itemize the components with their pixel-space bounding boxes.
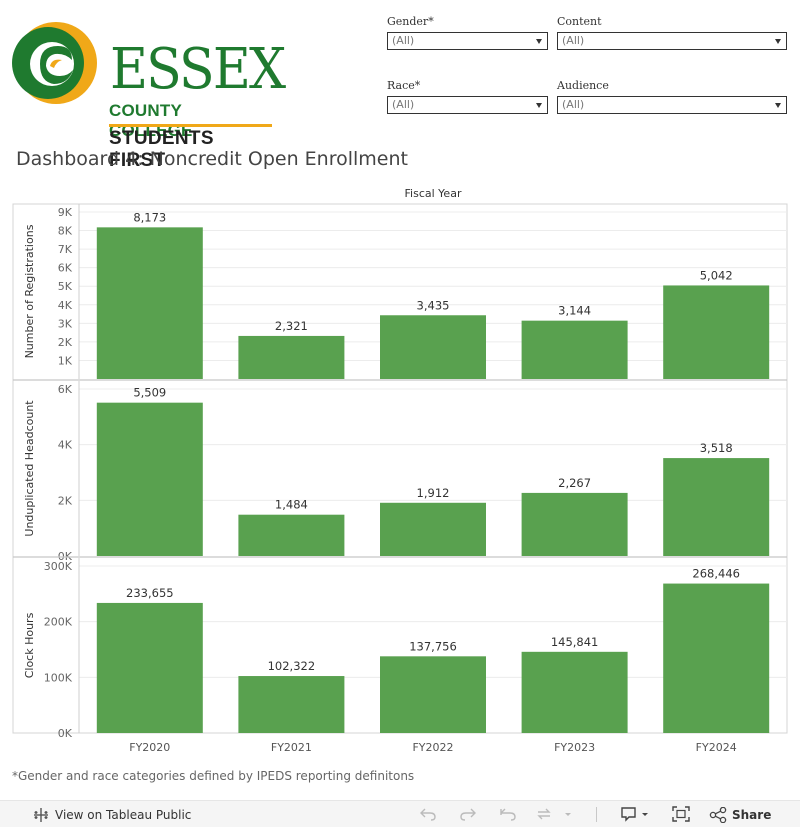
bar: [96, 402, 203, 556]
x-tick-label: FY2024: [696, 741, 737, 754]
filter-content-label: Content: [557, 15, 602, 28]
chart-title: Fiscal Year: [405, 187, 462, 200]
bar-value-label: 3,518: [700, 441, 733, 455]
y-axis-label: Number of Registrations: [23, 224, 36, 358]
y-tick-label: 4K: [58, 299, 73, 312]
filter-content-select[interactable]: (All): [557, 32, 787, 50]
logo-line1: ESSEX: [110, 37, 286, 102]
undo-icon[interactable]: [419, 806, 437, 822]
chevron-down-icon: [536, 103, 542, 108]
essex-logo: ESSEX COUNTY COLLEGE STUDENTS FIRST: [10, 20, 286, 171]
y-tick-label: 4K: [58, 439, 73, 452]
y-tick-label: 200K: [44, 616, 73, 629]
view-on-tableau-label: View on Tableau Public: [55, 808, 192, 822]
y-tick-label: 5K: [58, 280, 73, 293]
filter-gender: Gender* (All): [387, 14, 548, 50]
bar: [663, 458, 770, 556]
share-button[interactable]: Share: [709, 807, 771, 823]
bar: [663, 583, 770, 733]
bar-value-label: 5,042: [700, 268, 733, 282]
filter-race-label: Race*: [387, 79, 421, 92]
bar: [521, 651, 628, 733]
y-tick-label: 6K: [58, 262, 73, 275]
bar: [96, 602, 203, 733]
bar-value-label: 1,912: [417, 486, 450, 500]
y-tick-label: 8K: [58, 225, 73, 238]
filter-audience: Audience (All): [557, 78, 787, 114]
essex-e-logo-icon: [12, 22, 97, 104]
filter-audience-label: Audience: [557, 79, 609, 92]
fullscreen-icon[interactable]: [672, 806, 690, 822]
dashboard-title: Dashboard 4: Noncredit Open Enrollment: [16, 148, 408, 170]
bar-value-label: 2,321: [275, 319, 308, 333]
toolbar-separator: [596, 807, 597, 822]
revert-icon[interactable]: [499, 806, 517, 822]
y-tick-label: 6K: [58, 383, 73, 396]
share-icon: [709, 807, 727, 823]
bar: [380, 315, 486, 379]
filter-audience-value: (All): [562, 98, 585, 111]
bar-value-label: 5,509: [133, 386, 166, 400]
bar: [380, 502, 486, 556]
bar: [96, 227, 203, 379]
bar-value-label: 3,435: [417, 298, 450, 312]
chevron-down-icon: [775, 39, 781, 44]
chevron-down-icon: [775, 103, 781, 108]
refresh-icon[interactable]: [535, 806, 553, 822]
y-axis-label: Unduplicated Headcount: [23, 400, 36, 537]
filter-gender-value: (All): [392, 34, 415, 47]
bar: [521, 320, 628, 379]
enrollment-chart: Fiscal Year 1K 2K 3K 4K 5K 6K 7K 8K 9K 8,173 2,321 3…: [12, 187, 788, 754]
bar: [238, 514, 345, 556]
logo-rule: [109, 124, 272, 127]
bar-value-label: 233,655: [126, 586, 174, 600]
bar: [238, 335, 345, 379]
y-tick-label: 0K: [58, 727, 73, 740]
bar-value-label: 1,484: [275, 498, 308, 512]
y-tick-label: 7K: [58, 243, 73, 256]
y-tick-label: 2K: [58, 494, 73, 507]
filter-race: Race* (All): [387, 78, 548, 114]
bar-value-label: 268,446: [692, 567, 740, 581]
y-axis-label: Clock Hours: [23, 612, 36, 678]
footnote: *Gender and race categories defined by I…: [12, 769, 415, 783]
filter-race-value: (All): [392, 98, 415, 111]
filter-gender-label: Gender*: [387, 15, 434, 28]
bar: [521, 492, 628, 556]
filter-race-select[interactable]: (All): [387, 96, 548, 114]
bar: [380, 656, 486, 733]
bar-value-label: 8,173: [133, 210, 166, 224]
logo-line3: STUDENTS FIRST: [109, 128, 214, 171]
bar: [663, 285, 770, 379]
refresh-dropdown-icon[interactable]: [563, 806, 573, 822]
x-tick-label: FY2022: [412, 741, 453, 754]
tableau-toolbar: View on Tableau Public Share: [0, 800, 800, 827]
y-tick-label: 9K: [58, 206, 73, 219]
y-tick-label: 300K: [44, 560, 73, 573]
chevron-down-icon: [536, 39, 542, 44]
y-tick-label: 2K: [58, 336, 73, 349]
y-tick-label: 3K: [58, 317, 73, 330]
comment-icon[interactable]: [620, 806, 652, 822]
bar-value-label: 137,756: [409, 639, 457, 653]
tableau-logo-icon: [34, 808, 48, 822]
filter-gender-select[interactable]: (All): [387, 32, 548, 50]
x-tick-label: FY2023: [554, 741, 595, 754]
y-tick-label: 1K: [58, 354, 73, 367]
x-tick-label: FY2021: [271, 741, 312, 754]
bar-value-label: 3,144: [558, 304, 591, 318]
bar-value-label: 102,322: [268, 659, 316, 673]
share-label: Share: [732, 808, 772, 822]
filter-audience-select[interactable]: (All): [557, 96, 787, 114]
bar-value-label: 2,267: [558, 476, 591, 490]
filter-content-value: (All): [562, 34, 585, 47]
view-on-tableau-link[interactable]: View on Tableau Public: [33, 807, 191, 823]
bar: [238, 676, 345, 733]
bar-value-label: 145,841: [551, 635, 599, 649]
redo-icon[interactable]: [459, 806, 477, 822]
y-tick-label: 100K: [44, 671, 73, 684]
x-tick-label: FY2020: [129, 741, 170, 754]
filter-content: Content (All): [557, 14, 787, 50]
